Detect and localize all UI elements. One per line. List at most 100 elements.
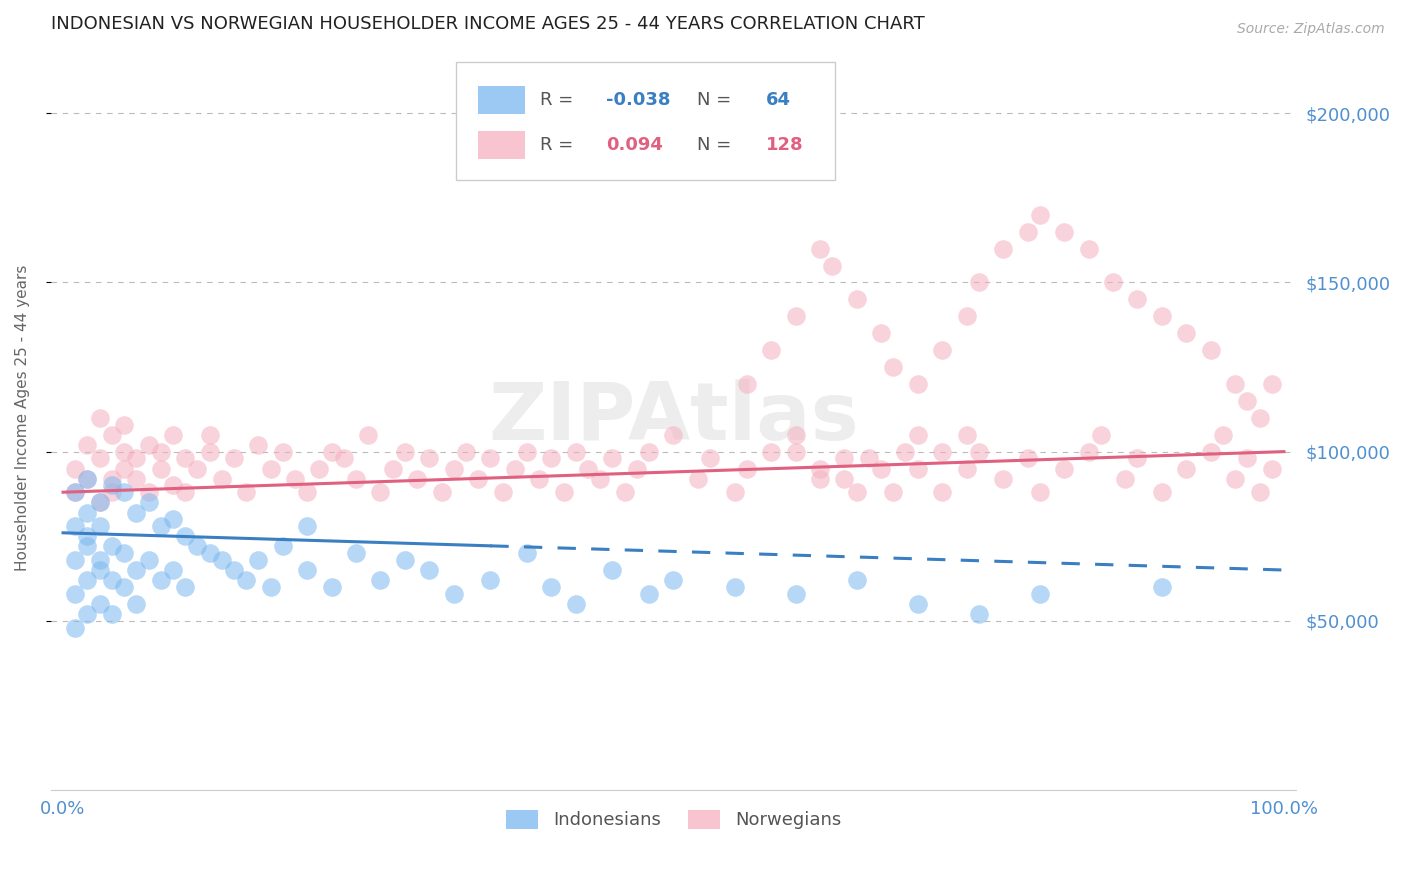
Point: [259, 580, 281, 594]
Y-axis label: Householder Income Ages 25 - 44 years: Householder Income Ages 25 - 44 years: [15, 265, 30, 571]
Point: [955, 461, 977, 475]
Point: [894, 444, 917, 458]
Point: [162, 478, 184, 492]
Point: [1017, 225, 1039, 239]
Point: [370, 485, 392, 500]
Point: [1126, 451, 1149, 466]
Point: [430, 485, 453, 500]
Point: [162, 563, 184, 577]
Point: [333, 451, 356, 466]
Point: [931, 343, 953, 358]
Point: [1175, 461, 1198, 475]
Text: R =: R =: [540, 136, 579, 153]
Point: [785, 444, 807, 458]
Point: [89, 451, 111, 466]
Point: [138, 485, 160, 500]
Point: [834, 451, 856, 466]
Point: [76, 539, 98, 553]
Point: [370, 573, 392, 587]
FancyBboxPatch shape: [478, 130, 526, 159]
Point: [955, 310, 977, 324]
Point: [1150, 580, 1173, 594]
Point: [931, 485, 953, 500]
Point: [589, 472, 612, 486]
Point: [125, 472, 148, 486]
Point: [125, 506, 148, 520]
Legend: Indonesians, Norwegians: Indonesians, Norwegians: [499, 803, 848, 837]
Point: [125, 451, 148, 466]
Point: [344, 472, 367, 486]
Point: [1223, 472, 1246, 486]
Point: [1175, 326, 1198, 341]
Point: [686, 472, 709, 486]
Point: [381, 461, 404, 475]
Point: [1236, 393, 1258, 408]
Point: [65, 485, 87, 500]
Point: [394, 553, 416, 567]
Point: [613, 485, 636, 500]
Point: [211, 553, 233, 567]
Point: [1249, 410, 1271, 425]
Point: [454, 444, 477, 458]
Point: [321, 444, 343, 458]
Point: [235, 573, 257, 587]
Point: [112, 580, 135, 594]
Point: [222, 563, 245, 577]
Text: Source: ZipAtlas.com: Source: ZipAtlas.com: [1237, 22, 1385, 37]
Point: [101, 472, 124, 486]
Point: [759, 444, 782, 458]
Point: [101, 573, 124, 587]
Point: [626, 461, 648, 475]
Point: [467, 472, 489, 486]
Point: [138, 553, 160, 567]
Point: [259, 461, 281, 475]
Text: 64: 64: [766, 91, 790, 109]
Point: [907, 376, 929, 391]
Point: [503, 461, 526, 475]
Point: [735, 461, 758, 475]
Point: [65, 587, 87, 601]
Point: [931, 444, 953, 458]
Point: [540, 451, 562, 466]
Point: [125, 597, 148, 611]
Point: [491, 485, 513, 500]
Point: [1029, 485, 1052, 500]
Point: [808, 242, 831, 256]
Point: [406, 472, 429, 486]
Point: [785, 587, 807, 601]
Point: [297, 563, 319, 577]
Point: [845, 573, 868, 587]
Point: [1249, 485, 1271, 500]
Point: [394, 444, 416, 458]
Point: [138, 495, 160, 509]
Point: [870, 461, 893, 475]
Point: [418, 451, 440, 466]
Point: [76, 472, 98, 486]
Point: [845, 485, 868, 500]
Point: [65, 553, 87, 567]
Point: [723, 485, 745, 500]
Point: [235, 485, 257, 500]
Point: [76, 472, 98, 486]
Point: [907, 427, 929, 442]
Point: [845, 293, 868, 307]
Point: [198, 427, 221, 442]
Point: [162, 427, 184, 442]
Point: [967, 607, 990, 621]
Point: [1261, 376, 1284, 391]
Text: N =: N =: [697, 91, 737, 109]
Point: [638, 444, 661, 458]
Point: [565, 444, 588, 458]
Point: [907, 597, 929, 611]
Point: [1114, 472, 1136, 486]
Point: [198, 546, 221, 560]
Point: [297, 519, 319, 533]
FancyBboxPatch shape: [456, 62, 835, 179]
Text: 0.094: 0.094: [606, 136, 664, 153]
Point: [516, 546, 538, 560]
Point: [565, 597, 588, 611]
Point: [1150, 310, 1173, 324]
Point: [162, 512, 184, 526]
Point: [1236, 451, 1258, 466]
Point: [89, 495, 111, 509]
